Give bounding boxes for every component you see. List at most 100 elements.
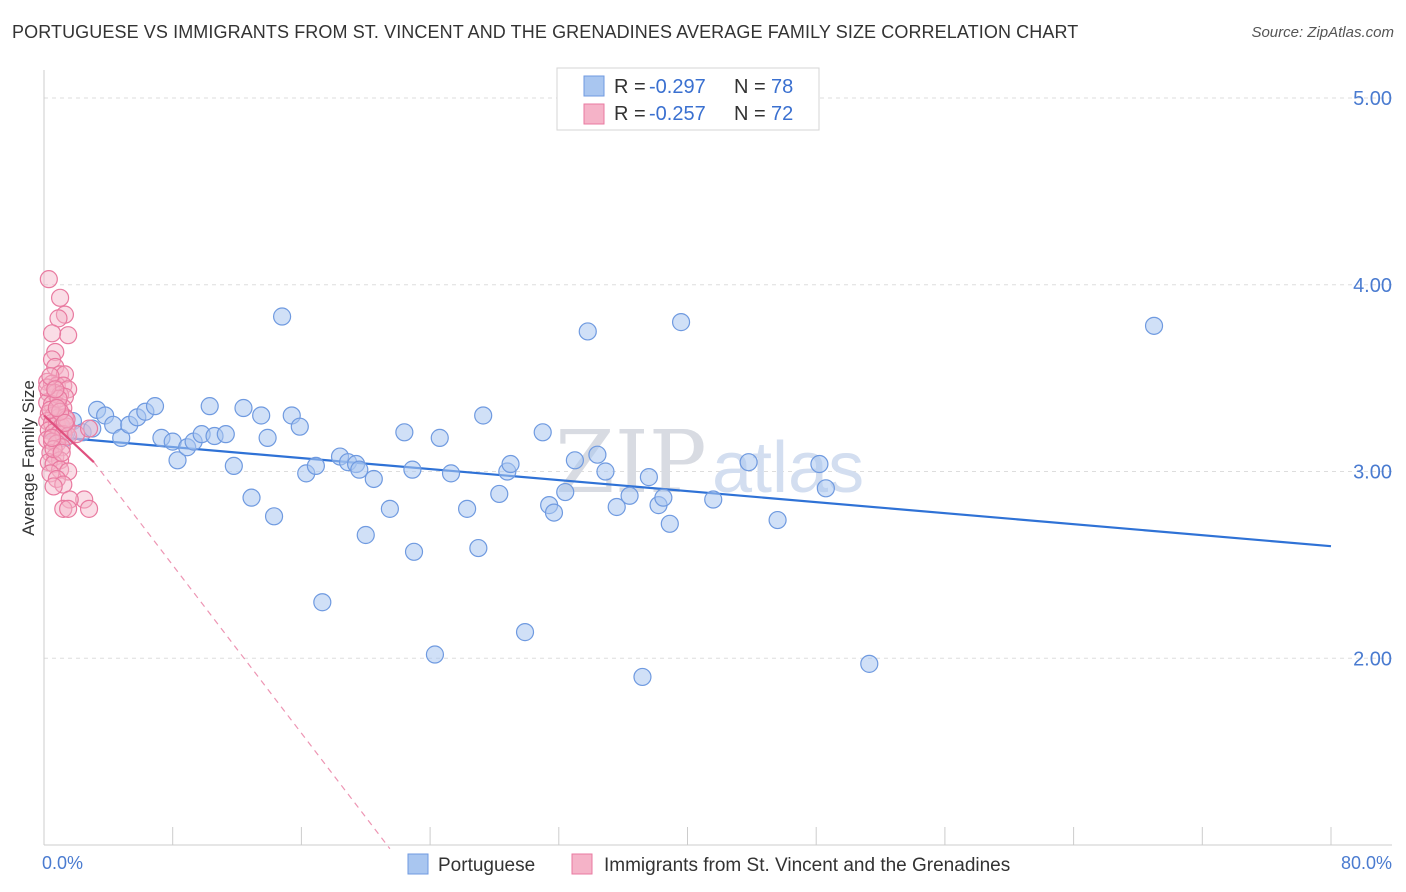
point-stvincent-55 — [54, 499, 73, 518]
series-portuguese-points — [50, 307, 1164, 687]
trend-line-stvincent-extended — [93, 461, 391, 850]
bottom-legend-label-portuguese: Portuguese — [438, 855, 535, 876]
point-portuguese-49 — [490, 484, 509, 504]
point-portuguese-31 — [306, 456, 325, 476]
tick-labels: 2.00 3.00 4.00 5.00 0.0% 80.0% — [42, 88, 1392, 873]
point-portuguese-37 — [356, 525, 375, 545]
point-portuguese-24 — [252, 406, 271, 425]
point-portuguese-66 — [654, 488, 673, 507]
legend-r-value-portuguese: -0.297 — [649, 76, 706, 98]
point-portuguese-53 — [533, 423, 552, 442]
point-portuguese-25 — [258, 428, 277, 447]
legend-swatch-portuguese — [583, 75, 605, 97]
point-portuguese-63 — [633, 667, 652, 687]
point-portuguese-38 — [364, 469, 383, 489]
point-portuguese-48 — [474, 406, 493, 425]
point-stvincent-56 — [59, 499, 78, 518]
point-portuguese-18 — [200, 397, 219, 416]
point-portuguese-64 — [639, 468, 658, 487]
point-portuguese-39 — [380, 499, 399, 518]
legend-n-label-portuguese: N = — [734, 76, 766, 98]
trend-line-portuguese — [43, 434, 1332, 548]
point-portuguese-59 — [588, 445, 607, 464]
point-stvincent-54 — [60, 490, 79, 509]
legend-n-value-stvincent: 72 — [771, 103, 793, 125]
point-stvincent-67 — [46, 380, 65, 399]
point-portuguese-40 — [395, 423, 414, 442]
y-tick-label-1: 3.00 — [1353, 462, 1392, 484]
legend-r-label-portuguese: R = — [614, 76, 646, 98]
point-portuguese-56 — [556, 482, 575, 502]
point-portuguese-46 — [458, 499, 477, 518]
point-stvincent-1 — [50, 288, 70, 307]
x-tick-label-1: 80.0% — [1341, 853, 1392, 873]
legend-r-label-stvincent: R = — [614, 103, 646, 125]
point-stvincent-64 — [79, 419, 99, 438]
y-tick-label-2: 4.00 — [1353, 275, 1392, 297]
point-portuguese-32 — [313, 593, 332, 612]
point-portuguese-27 — [272, 307, 292, 326]
bottom-legend-swatch-portuguese — [407, 853, 429, 875]
point-stvincent-52 — [44, 477, 63, 496]
legend-n-value-portuguese: 78 — [771, 76, 793, 98]
point-portuguese-52 — [515, 623, 535, 642]
y-axis-title: Average Family Size — [19, 380, 38, 536]
point-portuguese-58 — [578, 322, 597, 341]
point-portuguese-14 — [168, 451, 187, 470]
point-portuguese-29 — [290, 417, 309, 436]
point-portuguese-23 — [242, 488, 261, 507]
point-portuguese-74 — [860, 654, 879, 673]
y-tick-label-3: 5.00 — [1353, 88, 1392, 110]
point-portuguese-20 — [216, 425, 235, 444]
point-portuguese-70 — [739, 453, 758, 472]
point-portuguese-43 — [425, 645, 445, 664]
point-portuguese-44 — [430, 428, 449, 447]
point-portuguese-61 — [607, 497, 626, 517]
point-stvincent-71 — [47, 398, 66, 418]
point-portuguese-7 — [112, 428, 131, 447]
source-label: Source: ZipAtlas.com — [1251, 24, 1394, 41]
point-portuguese-67 — [660, 514, 679, 533]
point-stvincent-5 — [42, 324, 62, 343]
point-stvincent-62 — [52, 443, 71, 462]
point-stvincent-3 — [49, 309, 68, 328]
point-portuguese-62 — [620, 486, 639, 505]
grid-lines — [44, 97, 1392, 659]
x-tick-label-0: 0.0% — [42, 853, 83, 873]
point-portuguese-47 — [469, 538, 488, 558]
point-portuguese-72 — [810, 454, 829, 474]
legend-n-label-stvincent: N = — [734, 103, 766, 125]
point-portuguese-75 — [1144, 316, 1164, 335]
bottom-legend: Portuguese Immigrants from St. Vincent a… — [407, 853, 1010, 876]
point-portuguese-26 — [264, 507, 284, 526]
bottom-legend-label-stvincent: Immigrants from St. Vincent and the Gren… — [604, 855, 1010, 876]
legend-swatch-stvincent — [583, 103, 605, 125]
point-stvincent-57 — [79, 499, 99, 518]
series-stvincent-points — [38, 270, 99, 518]
point-portuguese-73 — [816, 479, 835, 498]
point-portuguese-21 — [224, 456, 243, 476]
point-portuguese-22 — [234, 398, 253, 418]
chart-title: PORTUGUESE VS IMMIGRANTS FROM ST. VINCEN… — [12, 22, 1079, 42]
bottom-legend-swatch-stvincent — [571, 853, 593, 875]
trend-line-stvincent — [43, 414, 95, 463]
point-portuguese-68 — [671, 313, 691, 332]
point-portuguese-57 — [565, 451, 584, 470]
trend-lines — [43, 434, 1332, 850]
point-stvincent-4 — [59, 326, 78, 345]
point-stvincent-0 — [39, 270, 58, 289]
point-portuguese-36 — [350, 460, 369, 479]
point-portuguese-45 — [441, 464, 461, 483]
point-portuguese-69 — [704, 490, 723, 509]
point-portuguese-55 — [544, 503, 564, 522]
point-portuguese-42 — [404, 542, 424, 561]
top-legend: R = -0.297 N = 78 R = -0.257 N = 72 — [556, 67, 820, 131]
point-stvincent-70 — [42, 428, 62, 447]
y-tick-label-0: 2.00 — [1353, 648, 1392, 670]
point-stvincent-53 — [75, 490, 94, 509]
legend-r-value-stvincent: -0.257 — [649, 103, 706, 125]
point-portuguese-51 — [501, 454, 520, 474]
point-portuguese-11 — [145, 397, 165, 416]
point-portuguese-71 — [768, 510, 787, 530]
